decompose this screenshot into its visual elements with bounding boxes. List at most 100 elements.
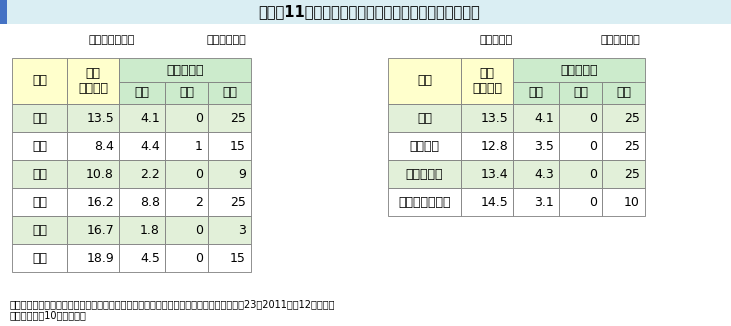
Bar: [119, 58, 251, 82]
Bar: [119, 132, 165, 160]
Text: 4.5: 4.5: [140, 251, 160, 264]
Bar: [12, 132, 67, 160]
Text: 最短: 最短: [179, 86, 194, 99]
Text: 12.8: 12.8: [480, 140, 508, 153]
Bar: [602, 82, 645, 104]
Text: 最短: 最短: [573, 86, 588, 99]
Bar: [165, 132, 208, 160]
Text: （経営部門別）: （経営部門別）: [88, 35, 135, 45]
Bar: [0, 0, 7, 24]
Text: 注：図３－10の注釈参照: 注：図３－10の注釈参照: [10, 310, 87, 320]
Text: 部門: 部門: [32, 75, 47, 87]
Text: 2: 2: [195, 196, 203, 209]
Bar: [208, 244, 251, 272]
Text: 全体: 全体: [417, 111, 432, 125]
Text: 0: 0: [589, 140, 597, 153]
Bar: [388, 188, 461, 216]
Text: 平均
操業年数: 平均 操業年数: [78, 67, 108, 95]
Text: 3.5: 3.5: [534, 140, 554, 153]
Text: 部門: 部門: [417, 75, 432, 87]
Text: 13.4: 13.4: [480, 168, 508, 181]
Bar: [119, 82, 165, 104]
Text: 平均
操業年数: 平均 操業年数: [472, 67, 502, 95]
Text: 9: 9: [238, 168, 246, 181]
Text: 0: 0: [589, 168, 597, 181]
Bar: [461, 160, 513, 188]
Bar: [67, 216, 119, 244]
Text: 25: 25: [624, 168, 640, 181]
Bar: [208, 104, 251, 132]
Text: 3: 3: [238, 224, 246, 236]
Text: 4.4: 4.4: [140, 140, 160, 153]
Text: 農産物加工: 農産物加工: [406, 168, 443, 181]
Text: 表３－11　６次産業化における黒字化までの取組年数: 表３－11 ６次産業化における黒字化までの取組年数: [258, 5, 480, 20]
Text: 黒字化年数: 黒字化年数: [166, 64, 204, 77]
Text: （単位：年）: （単位：年）: [600, 35, 640, 45]
Bar: [165, 188, 208, 216]
Text: （業態別）: （業態別）: [480, 35, 513, 45]
Bar: [67, 58, 119, 104]
Text: 資料：（株）日本政策金融公庫「農業の６次産業化に関するアンケート調査結果」（平成23（2011）年12月公表）: 資料：（株）日本政策金融公庫「農業の６次産業化に関するアンケート調査結果」（平成…: [10, 299, 336, 309]
Bar: [165, 82, 208, 104]
Bar: [67, 160, 119, 188]
Text: 平均: 平均: [529, 86, 544, 99]
Text: 黒字化年数: 黒字化年数: [560, 64, 598, 77]
Text: 1: 1: [195, 140, 203, 153]
Bar: [119, 104, 165, 132]
Text: 15: 15: [230, 140, 246, 153]
Bar: [165, 244, 208, 272]
Text: 1.8: 1.8: [140, 224, 160, 236]
Text: 果樹: 果樹: [32, 251, 47, 264]
Bar: [7, 0, 731, 24]
Bar: [602, 104, 645, 132]
Bar: [67, 132, 119, 160]
Bar: [67, 104, 119, 132]
Bar: [67, 244, 119, 272]
Text: 養豚: 養豚: [32, 196, 47, 209]
Text: 8.4: 8.4: [94, 140, 114, 153]
Text: 13.5: 13.5: [480, 111, 508, 125]
Bar: [559, 104, 602, 132]
Bar: [12, 188, 67, 216]
Text: 4.1: 4.1: [140, 111, 160, 125]
Bar: [67, 188, 119, 216]
Bar: [602, 132, 645, 160]
Bar: [119, 244, 165, 272]
Bar: [119, 160, 165, 188]
Text: 10.8: 10.8: [86, 168, 114, 181]
Bar: [208, 132, 251, 160]
Bar: [461, 104, 513, 132]
Bar: [12, 104, 67, 132]
Text: 最長: 最長: [222, 86, 237, 99]
Bar: [559, 132, 602, 160]
Text: 全体: 全体: [32, 111, 47, 125]
Bar: [513, 132, 559, 160]
Bar: [461, 188, 513, 216]
Text: 4.3: 4.3: [534, 168, 554, 181]
Text: 最長: 最長: [616, 86, 631, 99]
Text: 農家レストラン: 農家レストラン: [398, 196, 451, 209]
Text: 25: 25: [230, 111, 246, 125]
Bar: [119, 216, 165, 244]
Bar: [461, 132, 513, 160]
Text: 平均: 平均: [135, 86, 150, 99]
Text: 16.7: 16.7: [86, 224, 114, 236]
Bar: [12, 160, 67, 188]
Text: 8.8: 8.8: [140, 196, 160, 209]
Bar: [559, 160, 602, 188]
Bar: [559, 188, 602, 216]
Text: 酪農: 酪農: [32, 224, 47, 236]
Bar: [513, 188, 559, 216]
Text: 10: 10: [624, 196, 640, 209]
Bar: [388, 104, 461, 132]
Bar: [165, 160, 208, 188]
Bar: [602, 160, 645, 188]
Bar: [513, 104, 559, 132]
Text: 16.2: 16.2: [86, 196, 114, 209]
Text: 3.1: 3.1: [534, 196, 554, 209]
Bar: [12, 244, 67, 272]
Bar: [388, 160, 461, 188]
Bar: [602, 188, 645, 216]
Bar: [461, 58, 513, 104]
Text: 0: 0: [195, 111, 203, 125]
